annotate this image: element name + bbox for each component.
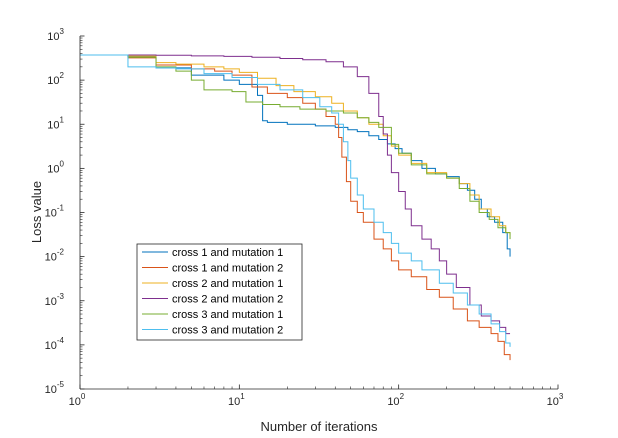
legend-label: cross 1 and mutation 2 xyxy=(172,263,283,275)
y-tick-label: 101 xyxy=(47,115,64,131)
ticks-layer: 100 101 102 103 10-5 10-4 10-3 10-2 10-1 100 101 10… xyxy=(45,27,564,408)
x-tick-label: 103 xyxy=(547,392,564,408)
series-line-2 xyxy=(80,54,511,361)
y-tick-label: 10-3 xyxy=(45,292,65,308)
x-tick-label: 100 xyxy=(69,392,86,408)
legend-label: cross 1 and mutation 1 xyxy=(172,247,283,259)
x-tick-label: 101 xyxy=(228,392,245,408)
y-tick-label: 10-5 xyxy=(45,380,65,396)
y-tick-label: 10-4 xyxy=(45,336,65,352)
y-tick-label: 10-1 xyxy=(45,204,65,220)
x-axis-label: Number of iterations xyxy=(260,419,378,434)
legend-box xyxy=(136,243,303,341)
series-line-4 xyxy=(80,54,511,335)
y-tick-label: 102 xyxy=(47,71,64,87)
legend-label: cross 2 and mutation 1 xyxy=(172,278,283,290)
legend-label: cross 2 and mutation 2 xyxy=(172,294,283,306)
legend-label: cross 3 and mutation 2 xyxy=(172,325,283,337)
legend: cross 1 and mutation 1 cross 1 and mutati… xyxy=(136,243,303,341)
series-layer xyxy=(80,54,511,361)
y-axis-label: Loss value xyxy=(29,181,44,243)
x-tick-label: 102 xyxy=(387,392,404,408)
y-tick-label: 100 xyxy=(47,159,64,175)
legend-label: cross 3 and mutation 1 xyxy=(172,309,283,321)
y-tick-label: 103 xyxy=(47,27,64,43)
series-line-5 xyxy=(80,54,511,240)
y-tick-label: 10-2 xyxy=(45,248,65,264)
series-line-6 xyxy=(80,54,511,347)
